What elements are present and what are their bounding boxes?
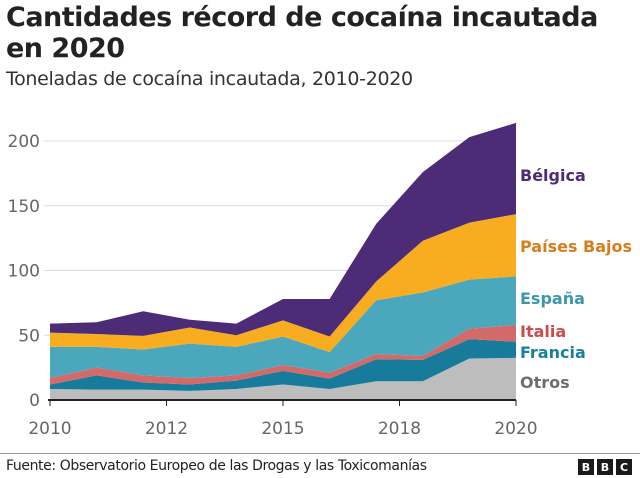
area-españa — [50, 276, 516, 378]
area-francia — [50, 339, 516, 391]
x-tick-label: 2015 — [261, 419, 304, 439]
series-label: Bélgica — [520, 166, 586, 185]
series-label: Países Bajos — [520, 237, 632, 256]
bbc-logo: B B C — [578, 459, 632, 475]
y-tick-label: 200 — [8, 132, 40, 152]
footer-divider — [0, 453, 640, 454]
x-tick-label: 2010 — [28, 419, 71, 439]
area-italia — [50, 324, 516, 385]
series-label: Francia — [520, 343, 586, 362]
bbc-logo-letter: B — [578, 459, 594, 475]
x-tick-label: 2018 — [378, 419, 421, 439]
chart-subtitle: Toneladas de cocaína incautada, 2010-202… — [6, 68, 413, 90]
series-label: España — [520, 289, 585, 308]
stacked-area-chart: 0 50 100 150 200 Otros Francia Italia España País… — [8, 122, 632, 439]
y-tick-label: 100 — [8, 262, 40, 282]
y-tick-label: 150 — [8, 197, 40, 217]
source-note: Fuente: Observatorio Europeo de las Drog… — [6, 458, 427, 474]
y-tick-label: 50 — [18, 326, 40, 346]
y-tick-label: 0 — [29, 391, 40, 411]
bbc-logo-letter: C — [616, 459, 632, 475]
area-países-bajos — [50, 214, 516, 353]
area-bélgica — [50, 122, 516, 337]
series-label: Otros — [520, 373, 570, 392]
bbc-logo-letter: B — [597, 459, 613, 475]
series-label: Italia — [520, 322, 566, 341]
area-otros — [50, 357, 516, 400]
x-tick-label: 2012 — [145, 419, 188, 439]
chart-title: Cantidades récord de cocaína incautada e… — [6, 2, 598, 64]
x-tick-label: 2020 — [494, 419, 537, 439]
